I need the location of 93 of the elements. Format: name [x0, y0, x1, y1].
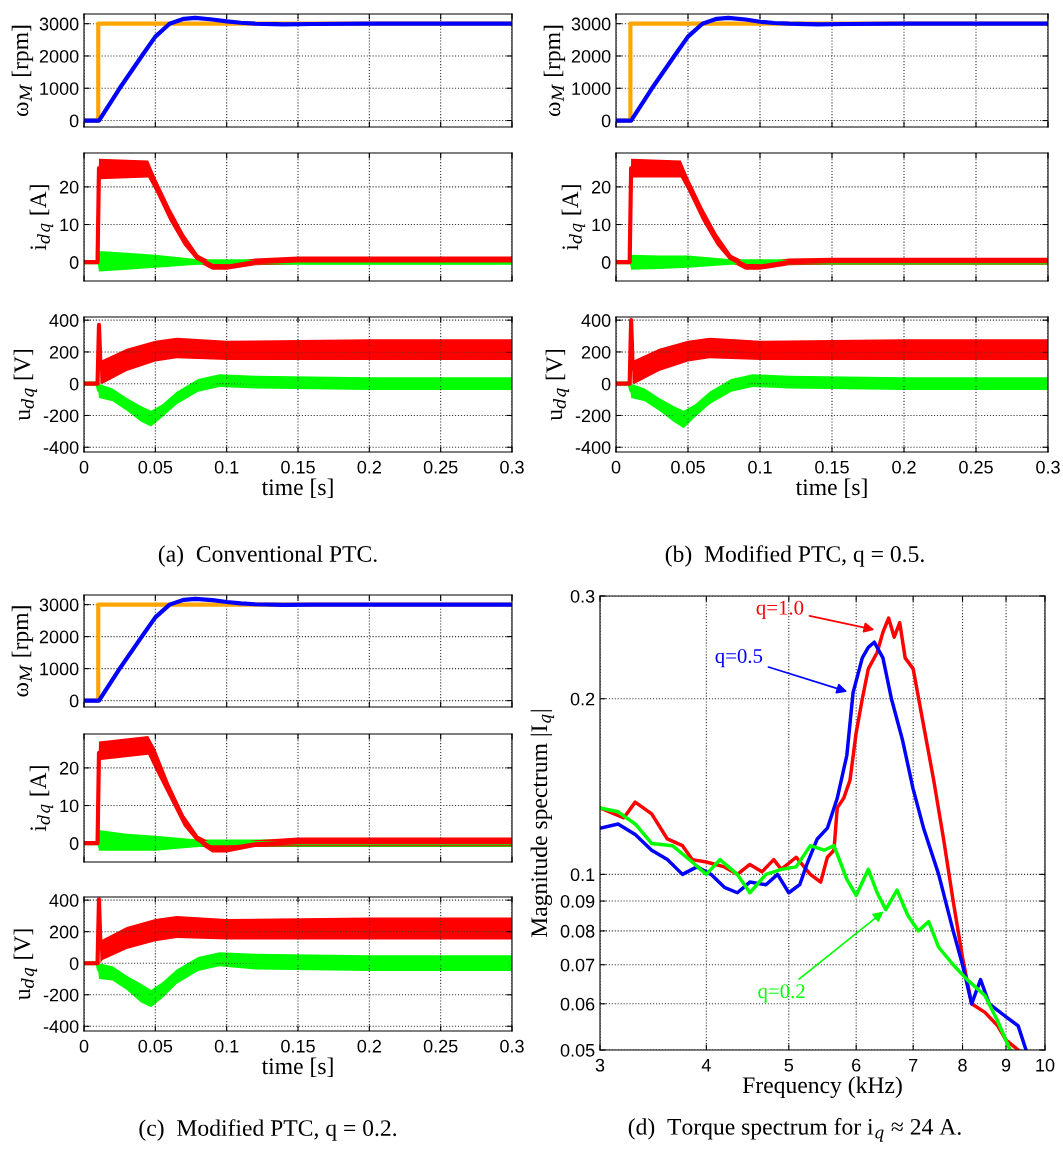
y-tick-label: 0.07 — [560, 958, 595, 972]
annotation: q=1.0 — [756, 600, 804, 619]
y-tick-label: 0.3 — [570, 589, 595, 603]
x-tick-label: 0.15 — [281, 1039, 315, 1053]
y-tick-label: 400 — [49, 894, 79, 907]
x-tick-label: 0.2 — [892, 460, 916, 474]
x-tick-label: 8 — [958, 1058, 967, 1072]
x-tick-label: 3 — [595, 1058, 605, 1072]
text: (a) Conventional PTC. — [158, 545, 377, 567]
y-tick-label: -400 — [575, 441, 611, 454]
y-tick-label: 20 — [59, 761, 79, 775]
x-tick-label: 0.3 — [1036, 460, 1060, 474]
x-tick-label: 0.2 — [357, 1039, 381, 1053]
x-tick-label: 6 — [852, 1058, 861, 1072]
x-tick-label: 0.05 — [671, 460, 705, 474]
y-tick-label: 0 — [69, 114, 79, 128]
y-tick-label: 1000 — [40, 82, 79, 95]
y-axis-title: ω$_{M}$ [rpm] — [11, 25, 34, 117]
y-tick-label: -400 — [43, 1020, 79, 1033]
x-tick-label: 0.05 — [138, 1039, 173, 1053]
y-axis-title: u$_{dq}$ [V] — [13, 350, 38, 421]
y-tick-label: 0.08 — [560, 924, 595, 938]
x-tick-label: 0.25 — [423, 460, 458, 474]
y-tick-label: 0.06 — [560, 997, 595, 1011]
x-tick-label: 0.1 — [748, 460, 772, 474]
x-tick-label: 9 — [1001, 1058, 1011, 1072]
x-tick-label: 0 — [79, 1039, 89, 1053]
x-tick-label: 0.1 — [214, 460, 239, 474]
y-tick-label: 10 — [592, 218, 611, 232]
x-axis-title: Frequency (kHz) — [742, 1076, 902, 1099]
y-tick-label: 20 — [59, 180, 79, 194]
y-tick-label: 2000 — [571, 49, 611, 63]
x-tick-label: 0.15 — [281, 460, 315, 474]
y-tick-label: 200 — [49, 345, 79, 359]
y-axis-title: i$_{dq}$ [A] — [29, 766, 54, 832]
y-tick-label: 0 — [69, 694, 79, 708]
y-axis-title: ω$_{M}$ [rpm] — [11, 606, 34, 697]
annotation: q=0.5 — [715, 648, 763, 668]
y-axis-title: u$_{dq}$ [V] — [13, 929, 38, 1000]
y-tick-label: 0.1 — [570, 868, 595, 882]
x-tick-label: 0.05 — [138, 460, 173, 474]
y-axis-title: i$_{dq}$ [A] — [561, 185, 586, 251]
y-tick-label: -200 — [575, 409, 611, 423]
x-axis-title: time [s] — [261, 1057, 333, 1078]
y-tick-label: 2000 — [39, 630, 79, 644]
x-tick-label: 5 — [784, 1059, 794, 1072]
annotation: q=0.2 — [758, 984, 805, 1003]
y-tick-label: 400 — [581, 314, 611, 327]
y-axis-title: Magnitude spectrum |I$_{q}$| — [530, 710, 555, 938]
y-tick-label: 10 — [60, 218, 79, 232]
y-tick-label: -200 — [43, 988, 79, 1002]
text: (b) Modified PTC, q = 0.5. — [665, 545, 924, 567]
y-tick-label: 0 — [601, 256, 611, 269]
x-tick-label: 4 — [701, 1059, 711, 1072]
x-tick-label: 0.3 — [500, 460, 524, 474]
y-tick-label: 20 — [591, 180, 611, 194]
x-axis-title: time [s] — [795, 478, 867, 499]
y-tick-label: 10 — [60, 799, 79, 813]
y-tick-label: 1000 — [40, 662, 79, 676]
y-tick-label: -400 — [43, 441, 79, 454]
y-tick-label: 0 — [69, 377, 79, 391]
y-tick-label: 0 — [601, 377, 611, 391]
y-tick-label: 3000 — [39, 17, 79, 31]
y-tick-label: 200 — [581, 345, 611, 359]
text: (d) Torque spectrum for i$_{q}$ ≈ 24 A. — [628, 1117, 961, 1142]
x-tick-label: 0 — [611, 460, 621, 474]
y-tick-label: 0 — [69, 957, 79, 970]
y-tick-label: 3000 — [39, 598, 79, 612]
x-tick-label: 7 — [909, 1059, 918, 1072]
y-tick-label: -200 — [43, 409, 79, 423]
y-tick-label: 0.09 — [560, 895, 595, 908]
y-axis-title: u$_{dq}$ [V] — [545, 350, 570, 421]
y-tick-label: 400 — [49, 314, 79, 327]
x-tick-label: 0.3 — [500, 1039, 524, 1053]
y-tick-label: 2000 — [39, 49, 79, 63]
x-tick-label: 0.15 — [815, 460, 849, 474]
y-tick-label: 0 — [69, 256, 79, 269]
y-tick-label: 0.2 — [570, 692, 595, 706]
x-tick-label: 0.1 — [214, 1039, 239, 1053]
x-tick-label: 0.25 — [423, 1039, 458, 1053]
y-tick-label: 0 — [69, 837, 79, 850]
y-tick-label: 0 — [601, 114, 611, 128]
y-tick-label: 3000 — [571, 17, 611, 31]
x-tick-label: 0 — [79, 460, 89, 474]
y-tick-label: 1000 — [572, 82, 611, 95]
x-tick-label: 0.25 — [959, 460, 993, 474]
y-axis-title: i$_{dq}$ [A] — [29, 185, 54, 251]
y-tick-label: 200 — [49, 925, 79, 939]
x-axis-title: time [s] — [261, 478, 333, 499]
text: (c) Modified PTC, q = 0.2. — [139, 1119, 397, 1141]
y-axis-title: ω$_{M}$ [rpm] — [543, 25, 566, 117]
x-tick-label: 10 — [1036, 1058, 1055, 1072]
x-tick-label: 0.2 — [357, 460, 381, 474]
